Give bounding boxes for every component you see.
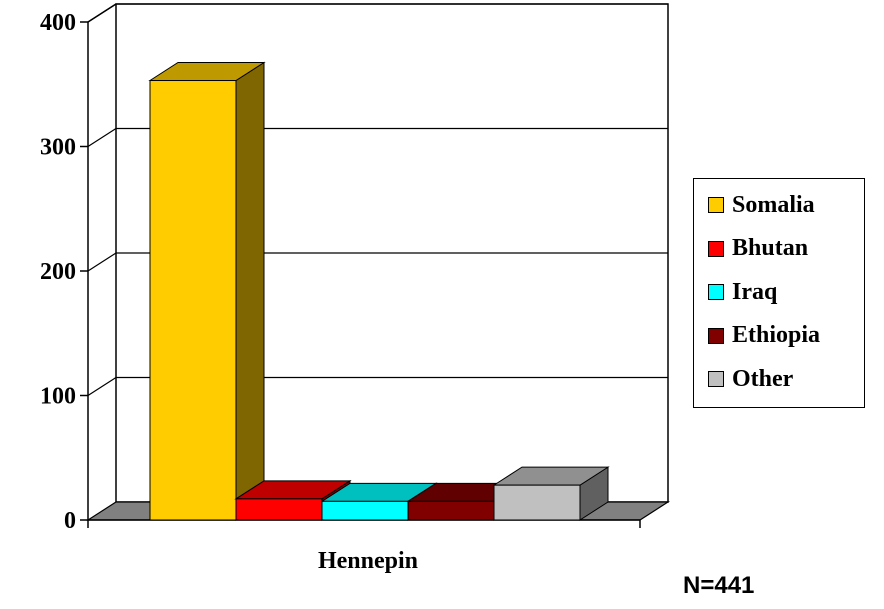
legend-swatch (708, 371, 724, 387)
y-tick-label: 200 (40, 259, 76, 285)
y-tick-label: 300 (40, 135, 76, 161)
sample-size-note: N=441 (683, 572, 755, 599)
legend-label: Bhutan (732, 235, 809, 261)
legend-item-somalia: Somalia (708, 191, 815, 219)
bars (148, 61, 610, 521)
gridline-side (87, 252, 117, 272)
y-axis: 0 100 200 300 400 (40, 10, 89, 534)
legend: Somalia Bhutan Iraq Ethiopia Other (693, 178, 865, 408)
bar-other (492, 466, 610, 521)
legend-label: Ethiopia (732, 322, 821, 348)
legend-item-bhutan: Bhutan (708, 235, 808, 263)
legend-swatch (708, 327, 724, 344)
legend-swatch (708, 197, 724, 213)
x-category-label: Hennepin (318, 548, 418, 574)
gridline-side (87, 127, 117, 148)
y-tick-label: 0 (64, 508, 76, 534)
legend-swatch (708, 240, 724, 257)
legend-item-iraq: Iraq (708, 278, 777, 306)
legend-item-other: Other (708, 365, 793, 393)
y-tick-label: 400 (40, 10, 76, 36)
legend-label: Iraq (732, 278, 778, 305)
x-axis: Hennepin (318, 548, 418, 574)
legend-item-ethiopia: Ethiopia (708, 322, 820, 350)
legend-label: Other (732, 365, 794, 392)
y-tick-label: 100 (40, 384, 76, 410)
gridline-side (87, 376, 117, 397)
gridline-side (87, 3, 117, 23)
bar-somalia (148, 61, 266, 521)
legend-label: Somalia (732, 191, 815, 218)
legend-swatch (708, 284, 724, 300)
